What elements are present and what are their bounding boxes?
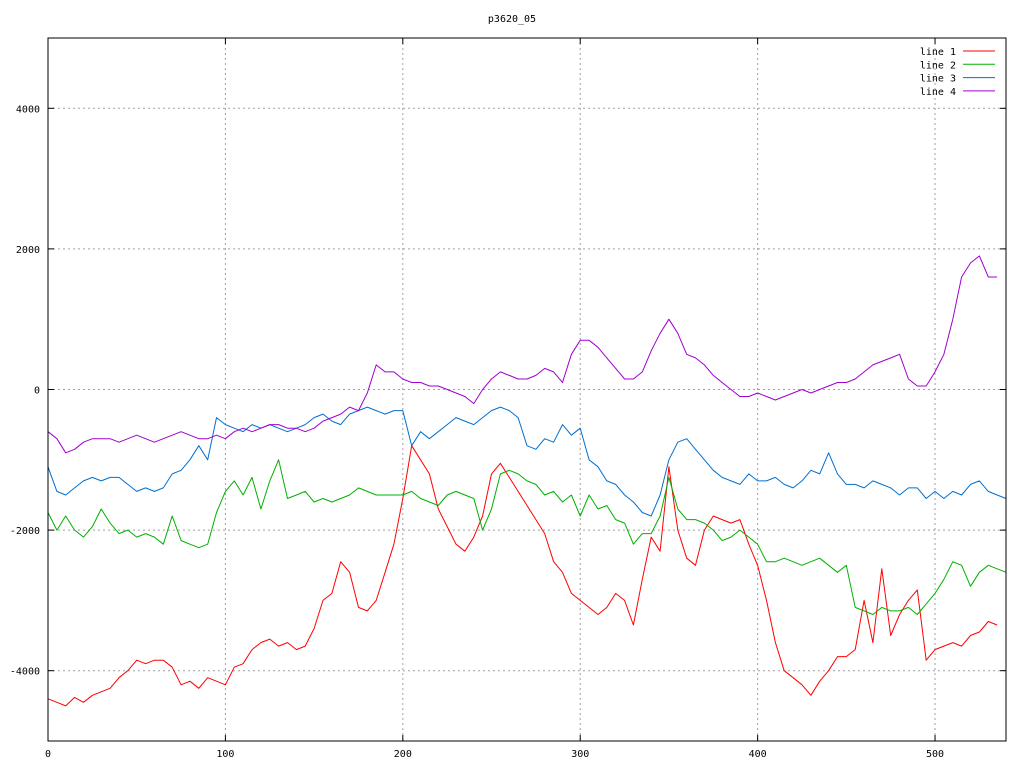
chart-title: p3620_05	[488, 14, 536, 25]
x-tick-label: 400	[749, 749, 767, 760]
x-tick-label: 200	[394, 749, 412, 760]
axis-ticks: 0 100 200 300 400 500 -4000 -2000 0 2000 4000	[10, 38, 1006, 760]
x-tick-label: 500	[926, 749, 944, 760]
plot-frame	[47, 37, 1007, 742]
y-tick-label: -2000	[10, 526, 40, 537]
y-tick-label: -4000	[10, 667, 40, 678]
grid	[48, 38, 1006, 741]
y-tick-label: 4000	[16, 104, 40, 115]
legend-label-4: line 4	[920, 87, 956, 98]
series-line-1	[47, 445, 998, 707]
y-tick-label: 2000	[16, 245, 40, 256]
series-line-3	[47, 406, 1007, 517]
series-line-4	[47, 255, 998, 454]
x-tick-label: 300	[571, 749, 589, 760]
legend: line 1 line 2 line 3 line 4	[920, 47, 995, 98]
x-tick-label: 0	[45, 749, 51, 760]
series-line-2	[47, 459, 1007, 615]
series-layer	[47, 255, 1007, 707]
y-tick-label: 0	[34, 386, 40, 397]
x-tick-label: 100	[216, 749, 234, 760]
legend-label-2: line 2	[920, 60, 956, 71]
legend-label-3: line 3	[920, 74, 956, 85]
legend-label-1: line 1	[920, 47, 956, 58]
